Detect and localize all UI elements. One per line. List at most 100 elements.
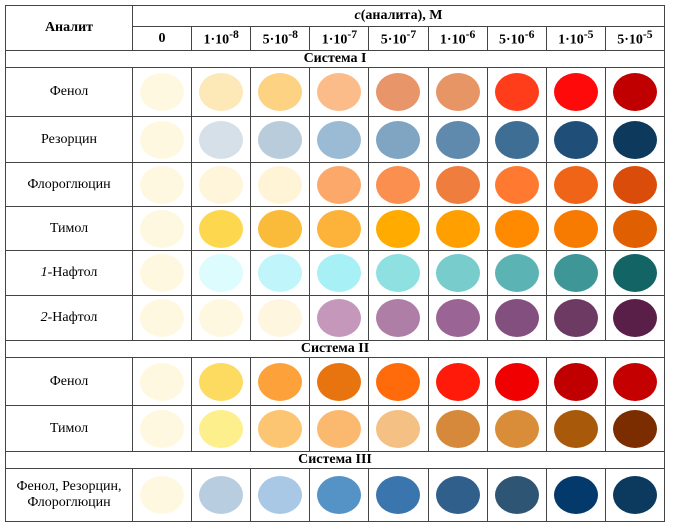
color-cell xyxy=(131,468,193,522)
color-cell xyxy=(368,468,429,522)
color-dot xyxy=(140,476,185,514)
color-dot xyxy=(199,73,244,111)
color-dot xyxy=(199,209,244,248)
color-cell xyxy=(250,206,311,251)
conc-base: 1·10 xyxy=(558,32,584,48)
color-cell xyxy=(604,405,666,452)
color-dot xyxy=(494,165,539,204)
color-cell xyxy=(545,162,606,207)
conc-base: 1·10 xyxy=(321,32,348,48)
color-dot xyxy=(612,209,657,248)
color-cell xyxy=(427,67,488,117)
color-cell xyxy=(427,357,488,406)
color-cell xyxy=(131,295,193,341)
color-cell xyxy=(191,295,252,341)
color-cell xyxy=(131,357,193,406)
analyte-name: Фенол, Резорцин, Флороглюцин xyxy=(5,468,133,522)
color-dot xyxy=(258,299,303,337)
color-cell xyxy=(368,295,429,341)
section-title: Система I xyxy=(5,50,665,68)
color-dot xyxy=(612,73,657,111)
color-cell xyxy=(131,206,193,251)
color-dot xyxy=(199,409,244,448)
analyte-label: -Нафтол xyxy=(47,310,98,325)
color-table: Аналит c(аналита), М 0 1·10-8 5·10-8 1·10-7… xyxy=(5,5,666,522)
analyte-label: -Нафтол xyxy=(47,265,98,280)
conc-exp: -8 xyxy=(229,28,239,42)
analyte-row: Фенол xyxy=(5,357,666,406)
color-dot xyxy=(494,254,539,292)
color-cell xyxy=(191,162,252,207)
color-cell xyxy=(486,67,547,117)
color-dot xyxy=(140,165,185,204)
concentration-header: c(аналита), М xyxy=(132,5,665,27)
analyte-name: 2-Нафтол xyxy=(5,295,133,341)
conc-base: 5·10 xyxy=(499,32,525,48)
color-dot xyxy=(376,362,421,401)
color-dot xyxy=(612,362,657,401)
color-dot xyxy=(553,73,598,111)
analyte-label: Тимол xyxy=(49,220,89,236)
color-dot xyxy=(376,120,421,159)
color-cell xyxy=(309,162,370,207)
color-cell xyxy=(309,250,370,296)
color-dot xyxy=(199,362,244,401)
analyte-prefix: 2 xyxy=(40,310,48,325)
color-dot xyxy=(435,165,480,204)
color-cell xyxy=(191,67,252,117)
color-dot xyxy=(258,254,303,292)
color-dot xyxy=(435,254,480,292)
color-dot xyxy=(553,254,598,292)
color-cell xyxy=(545,116,606,163)
color-cell xyxy=(604,116,666,163)
color-dot xyxy=(376,165,421,204)
color-cell xyxy=(486,206,547,251)
color-dot xyxy=(494,476,539,514)
conc-exp: -8 xyxy=(288,28,298,42)
color-cell xyxy=(486,468,547,522)
color-dot xyxy=(317,299,362,337)
conc-base: 5·10 xyxy=(617,32,643,48)
color-dot xyxy=(435,476,480,514)
concentration-label: 5·10-7 xyxy=(368,26,429,51)
color-cell xyxy=(604,67,666,117)
color-cell xyxy=(604,468,666,522)
color-cell xyxy=(604,357,666,406)
color-dot xyxy=(494,73,539,111)
color-dot xyxy=(317,362,362,401)
color-dot xyxy=(199,299,244,337)
color-dot xyxy=(199,120,244,159)
color-cell xyxy=(427,405,488,452)
conc-base: 5·10 xyxy=(380,32,407,48)
analyte-prefix: 1 xyxy=(40,265,48,280)
color-dot xyxy=(435,299,480,337)
color-dot xyxy=(376,73,421,111)
color-cell xyxy=(309,468,370,522)
color-cell xyxy=(545,206,606,251)
color-dot xyxy=(376,476,421,514)
color-cell xyxy=(368,250,429,296)
analyte-name: Фенол xyxy=(5,357,133,406)
concentration-label: 1·10-8 xyxy=(191,26,252,51)
color-dot xyxy=(435,209,480,248)
color-dot xyxy=(140,299,185,337)
conc-base: 1·10 xyxy=(203,32,230,48)
color-dot xyxy=(140,362,185,401)
color-cell xyxy=(545,405,606,452)
color-dot xyxy=(199,165,244,204)
color-cell xyxy=(427,162,488,207)
color-cell xyxy=(131,250,193,296)
analyte-label: Тимол xyxy=(49,420,89,436)
analyte-label: Флороглюцин xyxy=(27,176,111,192)
color-cell xyxy=(250,468,311,522)
color-dot xyxy=(317,73,362,111)
color-dot xyxy=(140,409,185,448)
color-cell xyxy=(191,357,252,406)
color-dot xyxy=(612,165,657,204)
color-dot xyxy=(553,362,598,401)
color-cell xyxy=(309,67,370,117)
color-cell xyxy=(131,162,193,207)
color-cell xyxy=(309,206,370,251)
color-dot xyxy=(140,209,185,248)
color-cell xyxy=(427,206,488,251)
